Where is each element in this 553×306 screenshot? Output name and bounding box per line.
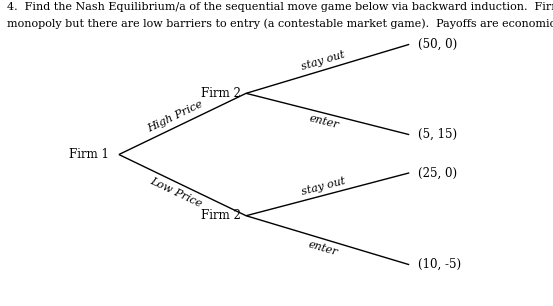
Text: stay out: stay out — [300, 176, 347, 197]
Text: High Price: High Price — [147, 99, 205, 134]
Text: Firm 2: Firm 2 — [201, 87, 241, 100]
Text: Firm 2: Firm 2 — [201, 209, 241, 222]
Text: enter: enter — [308, 114, 340, 131]
Text: monopoly but there are low barriers to entry (a contestable market game).  Payof: monopoly but there are low barriers to e… — [7, 18, 553, 29]
Text: Firm 1: Firm 1 — [69, 148, 109, 161]
Text: (5, 15): (5, 15) — [418, 128, 457, 141]
Text: stay out: stay out — [300, 50, 346, 72]
Text: Low Price: Low Price — [148, 176, 203, 209]
Text: 4.  Find the Nash Equilibrium/a of the sequential move game below via backward i: 4. Find the Nash Equilibrium/a of the se… — [7, 2, 553, 12]
Text: (50, 0): (50, 0) — [418, 38, 457, 51]
Text: enter: enter — [307, 239, 339, 257]
Text: (25, 0): (25, 0) — [418, 166, 457, 179]
Text: (10, -5): (10, -5) — [418, 258, 461, 271]
